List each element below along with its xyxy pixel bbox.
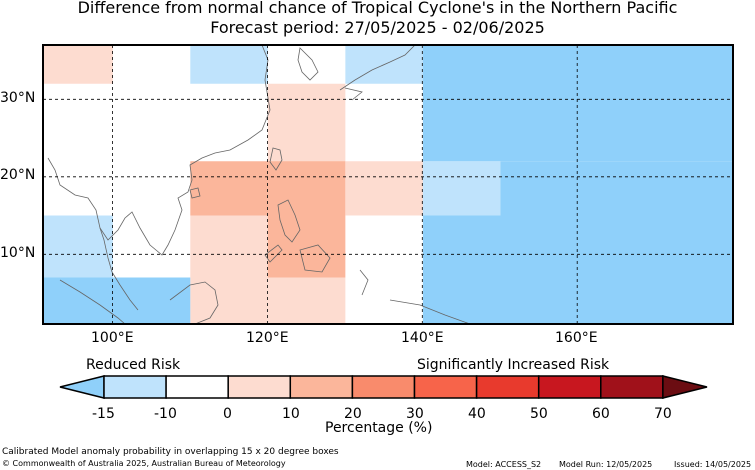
- heatmap-cell: [43, 277, 191, 324]
- colorbar-segment: [537, 375, 602, 399]
- colorbar-tick: -15: [92, 406, 115, 422]
- colorbar-tick: 40: [468, 406, 486, 422]
- footer-copyright: © Commonwealth of Australia 2025, Austra…: [2, 459, 286, 468]
- colorbar-unit-label: Percentage (%): [325, 420, 433, 436]
- heatmap-cell: [267, 161, 346, 216]
- colorbar-segment: [103, 375, 167, 399]
- forecast-period: Forecast period: 27/05/2025 - 02/06/2025: [210, 18, 545, 37]
- colorbar-tick: 20: [344, 406, 362, 422]
- heatmap-cell: [500, 161, 733, 216]
- heatmap-cell: [422, 161, 501, 216]
- lat-label-20n: 20°N: [0, 167, 36, 183]
- footer-issued: Issued: 14/05/2025: [674, 460, 752, 469]
- coastlines: [47, 45, 471, 324]
- colorbar-segment: [475, 375, 540, 399]
- heatmap-cell: [345, 161, 423, 216]
- reduced-risk-label: Reduced Risk: [86, 357, 181, 373]
- heatmap-cell: [43, 45, 113, 84]
- colorbar-tick: 10: [282, 406, 300, 422]
- footer-model-run: Model Run: 12/05/2025: [559, 460, 653, 469]
- colorbar-tick: 30: [406, 406, 424, 422]
- heatmap-cell: [267, 277, 346, 324]
- colorbar-tick: 60: [592, 406, 610, 422]
- colorbar-tick: 70: [654, 406, 672, 422]
- lat-label-10n: 10°N: [0, 245, 36, 261]
- heatmap-cell: [190, 45, 268, 84]
- colorbar-tick: 50: [530, 406, 548, 422]
- colorbar-segment: [289, 375, 354, 399]
- lon-label-140e: 140°E: [401, 330, 444, 346]
- heatmap-cell: [190, 215, 268, 324]
- lon-label-100e: 100°E: [91, 330, 134, 346]
- colorbar-segment: [600, 375, 664, 399]
- colorbar-segment: [351, 375, 416, 399]
- heatmap-cell: [43, 215, 113, 278]
- colorbar-segment: [413, 375, 478, 399]
- map-title: Difference from normal chance of Tropica…: [77, 0, 678, 17]
- heatmap-cell: [422, 45, 733, 162]
- colorbar-extend-high: [662, 375, 708, 399]
- colorbar-tick: -10: [154, 406, 177, 422]
- lat-label-30n: 30°N: [0, 90, 36, 106]
- colorbar-extend-low: [59, 375, 105, 399]
- colorbar-segment: [227, 375, 292, 399]
- heatmap-cell: [267, 215, 346, 278]
- increased-risk-label: Significantly Increased Risk: [417, 357, 610, 373]
- heatmap-cell: [422, 215, 733, 324]
- colorbar: [59, 375, 708, 399]
- colorbar-segment: [165, 375, 229, 399]
- footer-model: Model: ACCESS_S2: [466, 460, 542, 469]
- map-frame: [42, 44, 734, 325]
- heatmap-cell: [190, 161, 268, 216]
- colorbar-tick: 0: [223, 406, 232, 422]
- footer-note: Calibrated Model anomaly probability in …: [2, 447, 339, 457]
- lon-label-120e: 120°E: [246, 330, 289, 346]
- lon-label-160e: 160°E: [555, 330, 598, 346]
